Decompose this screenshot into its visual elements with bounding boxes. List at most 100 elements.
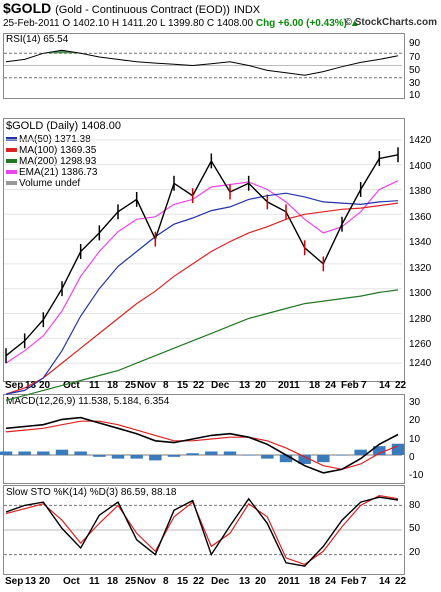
sto-tick: 50: [409, 523, 421, 534]
watermark: © StockCharts.com: [344, 17, 437, 28]
price-tick: 1340: [409, 237, 432, 248]
x-axis-label: 25: [125, 380, 137, 391]
macd-histogram-bar: [111, 455, 125, 459]
x-axis-label: Dec: [211, 380, 230, 391]
sto-tick: 80: [409, 500, 421, 511]
x-axis-label: 14: [379, 576, 391, 587]
exchange: INDX: [233, 4, 261, 16]
macd-histogram-bar: [37, 451, 50, 456]
macd-histogram-bar: [223, 451, 237, 456]
x-axis-label: 18: [107, 576, 119, 587]
x-axis-label: Feb: [341, 576, 359, 587]
price-tick: 1240: [409, 358, 432, 369]
x-axis-label: Oct: [63, 576, 80, 587]
date: 25-Feb-2011: [3, 18, 60, 29]
stockcharts-watermark: © StockCharts.com: [345, 17, 437, 28]
macd-histogram-bar: [335, 455, 349, 456]
price-tick: 1420: [409, 135, 432, 146]
x-axis-label: Nov: [137, 380, 156, 391]
x-axis-label: 18: [309, 380, 321, 391]
x-axis-label: 22: [193, 576, 205, 587]
price-tick: 1300: [409, 288, 432, 299]
price-tick: 1400: [409, 161, 432, 172]
symbol: $GOLD: [3, 0, 52, 16]
rsi-tick: 30: [409, 78, 421, 89]
price-panel-title: $GOLD (Daily) 1408.00: [6, 120, 121, 132]
x-axis-label: Nov: [137, 576, 156, 587]
close: C 1408.00: [206, 18, 254, 29]
x-axis-label: 14: [379, 380, 391, 391]
x-axis-label: 24: [325, 380, 337, 391]
x-axis-label: Sep: [5, 576, 24, 587]
open: O 1402.10: [62, 18, 110, 29]
legend-item-ma100: MA(100) 1369.35: [6, 145, 97, 156]
x-axis-label: Sep: [5, 380, 24, 391]
rsi-tick: 70: [409, 52, 421, 63]
macd-tick: 30: [409, 397, 421, 408]
macd-tick: -10: [409, 470, 424, 481]
macd-histogram-bar: [205, 451, 218, 456]
macd-histogram-bar: [298, 455, 311, 464]
macd-histogram-bar: [186, 453, 199, 456]
price-stats: 25-Feb-2011 O 1402.10 H 1411.20 L 1399.8…: [3, 18, 360, 29]
x-axis-label: 20: [39, 576, 51, 587]
ema21-line: [5, 180, 399, 364]
macd-histogram-bar: [279, 455, 293, 463]
x-axis-label: 22: [395, 380, 407, 391]
macd-line: [5, 416, 399, 474]
x-axis-label: 8: [163, 380, 169, 391]
rsi-label: RSI(14) 65.54: [6, 34, 69, 45]
macd-histogram-bar: [354, 449, 367, 456]
x-axis-label: 2011: [278, 380, 300, 391]
macd-histogram-bar: [18, 451, 31, 456]
chart-symbol-header: $GOLD (Gold - Continuous Contract (EOD))…: [3, 0, 260, 16]
price-tick: 1280: [409, 314, 432, 325]
x-axis-label: Dec: [211, 576, 230, 587]
macd-tick: 20: [409, 415, 421, 426]
x-axis-label: Feb: [341, 380, 359, 391]
macd-histogram-bar: [55, 449, 69, 456]
x-axis-label: 22: [193, 380, 205, 391]
sto-k-line: [5, 496, 399, 567]
macd-histogram-bar: [242, 455, 255, 456]
x-axis-label: 13: [25, 380, 37, 391]
x-axis-label: 13: [239, 576, 251, 587]
macd-label: MACD(12,26,9) 11.538, 5.184, 6.354: [6, 396, 170, 407]
x-axis-label: 18: [309, 576, 321, 587]
macd-histogram-bar: [373, 446, 386, 456]
rsi-tick: 90: [409, 38, 421, 49]
macd-histogram-bar: [149, 455, 162, 461]
x-axis-label: 22: [395, 576, 407, 587]
x-axis-label: 11: [89, 380, 100, 391]
x-axis-label: 15: [177, 576, 189, 587]
symbol-name: (Gold - Continuous Contract (EOD)): [55, 4, 230, 16]
macd-signal-line: [5, 420, 399, 470]
sto-label: Slow STO %K(14) %D(3) 86.59, 88.18: [6, 487, 177, 498]
price-tick: 1360: [409, 212, 432, 223]
x-axis-label: 15: [177, 380, 189, 391]
x-axis-label: 13: [239, 380, 251, 391]
macd-histogram-bar: [0, 451, 13, 456]
x-axis-label: 20: [255, 380, 267, 391]
macd-histogram-bar: [317, 455, 330, 463]
change-arrow-icon: ▲: [349, 18, 360, 29]
sto-d-line: [5, 494, 399, 566]
rsi-line: [5, 49, 399, 76]
macd-histogram-bar: [130, 455, 143, 459]
price-tick: 1380: [409, 186, 432, 197]
macd-histogram-bar: [93, 455, 106, 457]
ma50-line: [5, 192, 399, 395]
legend-item-ema21: EMA(21) 1386.73: [6, 167, 97, 178]
legend-item-ma200: MA(200) 1298.93: [6, 156, 97, 167]
high: H 1411.20: [111, 18, 158, 29]
x-axis-label: 7: [361, 576, 367, 587]
x-axis-label: 2011: [278, 576, 300, 587]
macd-tick: 0: [409, 452, 415, 463]
x-axis-label: 8: [163, 576, 169, 587]
x-axis-label: 13: [25, 576, 37, 587]
change: Chg +6.00 (+0.43%): [255, 18, 347, 29]
price-tick: 1320: [409, 263, 432, 274]
macd-histogram-bar: [167, 455, 181, 457]
sto-tick: 20: [409, 547, 421, 558]
